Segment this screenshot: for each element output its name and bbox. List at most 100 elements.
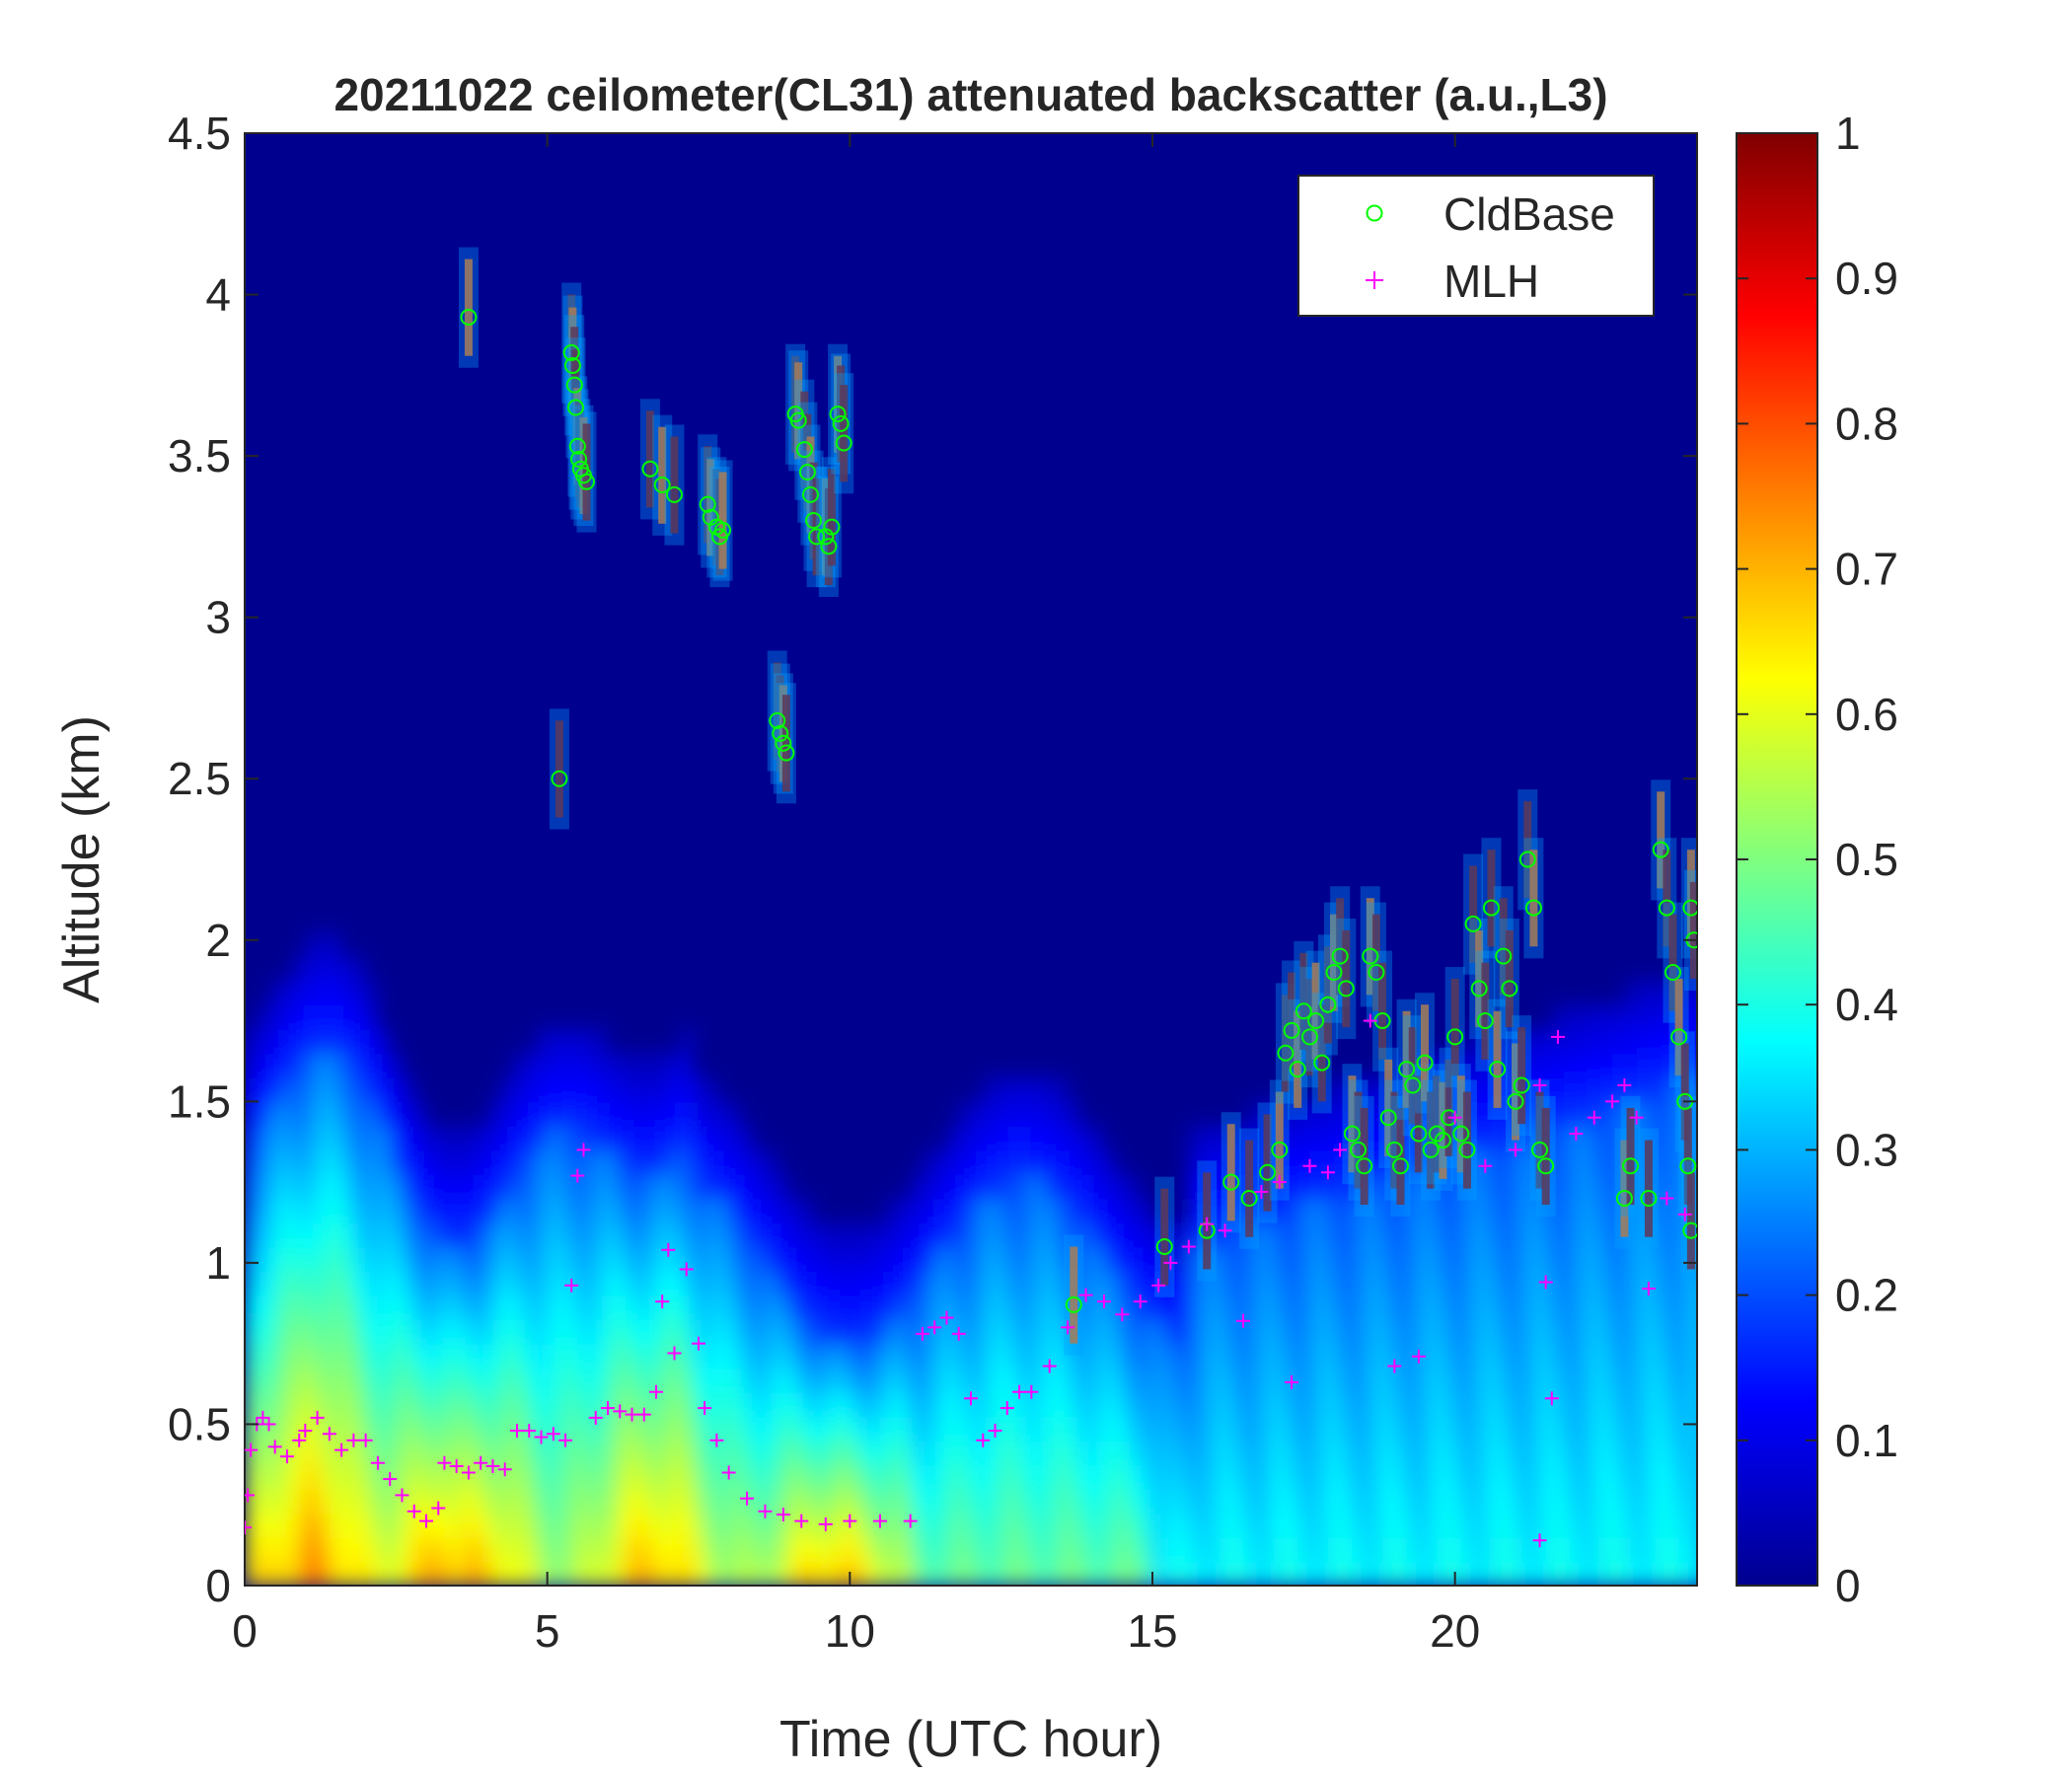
heatmap-cell	[535, 1076, 549, 1103]
cldbase-point	[1489, 1061, 1507, 1078]
heatmap-cell	[1576, 1149, 1590, 1175]
heatmap-cell	[995, 1125, 1008, 1151]
cldbase-point	[1458, 1141, 1476, 1158]
heatmap-cell	[413, 1271, 427, 1296]
heatmap-cell	[1176, 1440, 1190, 1466]
heatmap-cell	[789, 1440, 803, 1466]
heatmap-cell	[1079, 1368, 1093, 1393]
cldbase-point	[820, 538, 838, 555]
heatmap-cell	[1382, 1319, 1396, 1345]
heatmap-cell	[1273, 1440, 1287, 1466]
heatmap-cell	[668, 1173, 682, 1200]
heatmap-cell	[413, 1343, 427, 1369]
heatmap-cell	[1055, 1416, 1070, 1442]
heatmap-cell	[535, 1488, 549, 1515]
heatmap-cell	[486, 1271, 500, 1296]
heatmap-cell	[486, 1149, 500, 1175]
cloud-halo	[1154, 1176, 1175, 1297]
heatmap-cell	[728, 1391, 742, 1418]
heatmap-cell	[329, 1222, 343, 1248]
heatmap-cell	[1599, 1198, 1614, 1223]
heatmap-cell	[1006, 1368, 1021, 1393]
heatmap-cell	[1636, 1101, 1650, 1127]
cldbase-point	[1289, 1061, 1306, 1078]
heatmap-cell	[668, 1561, 682, 1586]
heatmap-cell	[317, 956, 331, 982]
heatmap-cell	[910, 1416, 924, 1442]
heatmap-cell	[523, 1246, 537, 1273]
cloud-core	[1475, 929, 1484, 1028]
heatmap-cell	[1188, 1368, 1203, 1393]
heatmap-cell	[656, 1125, 670, 1151]
heatmap-cell	[1176, 1391, 1190, 1418]
cldbase-point	[1385, 1141, 1403, 1158]
heatmap-cell	[958, 1222, 972, 1248]
heatmap-cell	[365, 1004, 379, 1030]
heatmap-cell	[620, 1271, 633, 1296]
heatmap-cell	[1321, 1101, 1335, 1127]
heatmap-cell	[1068, 1101, 1081, 1127]
heatmap-cell	[1394, 1222, 1408, 1248]
heatmap-cell	[1612, 1561, 1626, 1586]
heatmap-cell	[341, 1028, 355, 1055]
heatmap-cell	[1564, 1222, 1578, 1248]
heatmap-cell	[643, 1488, 658, 1515]
heatmap-cell	[462, 1198, 477, 1223]
heatmap-cell	[692, 1536, 706, 1563]
heatmap-cell	[704, 1271, 718, 1296]
heatmap-cell	[1334, 1464, 1348, 1490]
heatmap-cell	[1648, 1416, 1663, 1442]
heatmap-cell	[462, 1440, 477, 1466]
heatmap-cell	[704, 1295, 718, 1321]
heatmap-cell	[317, 1488, 331, 1515]
heatmap-cell	[740, 1464, 755, 1490]
heatmap-cell	[838, 1513, 851, 1538]
heatmap-cell	[1406, 1368, 1420, 1393]
heatmap-cell	[390, 1198, 404, 1223]
heatmap-cell	[1588, 1125, 1601, 1151]
cloud-halo	[1638, 1128, 1659, 1249]
heatmap-cell	[1406, 1391, 1420, 1418]
heatmap-cell	[1491, 1368, 1505, 1393]
heatmap-cell	[1043, 1076, 1057, 1103]
heatmap-cell	[377, 1536, 392, 1563]
heatmap-cell	[1103, 1173, 1118, 1200]
heatmap-cell	[716, 1295, 730, 1321]
heatmap-cell	[692, 1513, 706, 1538]
heatmap-cell	[1661, 1440, 1674, 1466]
heatmap-cell	[668, 1391, 682, 1418]
heatmap-cell	[1201, 1536, 1215, 1563]
heatmap-cell	[680, 1246, 694, 1273]
heatmap-cell	[293, 1295, 307, 1321]
cldbase-point	[1670, 1028, 1688, 1046]
heatmap-cell	[1249, 1271, 1263, 1296]
heatmap-cell	[1443, 1464, 1456, 1490]
heatmap-cell	[1213, 1513, 1226, 1538]
heatmap-cell	[971, 1488, 985, 1515]
heatmap-cell	[595, 1271, 609, 1296]
heatmap-cell	[1588, 1536, 1601, 1563]
cldbase-point	[1464, 915, 1482, 932]
heatmap-cell	[1588, 1076, 1601, 1103]
heatmap-cell	[1176, 1271, 1190, 1296]
heatmap-cell	[1236, 1391, 1251, 1418]
heatmap-cell	[510, 1271, 525, 1296]
heatmap-cell	[1176, 1222, 1190, 1248]
heatmap-cell	[753, 1343, 767, 1369]
heatmap-cell	[390, 1319, 404, 1345]
cloud-core	[1275, 1091, 1284, 1189]
heatmap-cell	[825, 1416, 840, 1442]
heatmap-cell	[486, 1536, 500, 1563]
heatmap-cell	[668, 1536, 682, 1563]
heatmap-cell	[1140, 1271, 1153, 1296]
heatmap-cell	[910, 1464, 924, 1490]
heatmap-cell	[571, 1343, 585, 1369]
heatmap-cell	[1648, 1246, 1663, 1273]
colorbar-tick-label: 0.3	[1835, 1124, 1898, 1175]
mlh-point	[1096, 1295, 1111, 1309]
heatmap-cell	[958, 1464, 972, 1490]
heatmap-cell	[1564, 1416, 1578, 1442]
heatmap-cell	[547, 1561, 560, 1586]
heatmap-cell	[1661, 1391, 1674, 1418]
heatmap-cell	[317, 1295, 331, 1321]
